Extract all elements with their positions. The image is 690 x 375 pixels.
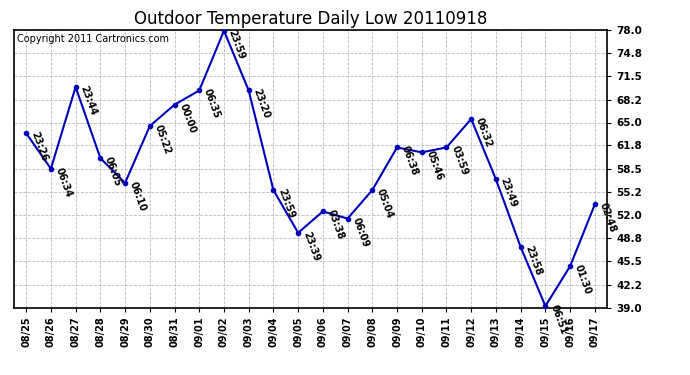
Text: 23:39: 23:39 [301, 230, 321, 262]
Text: 06:09: 06:09 [351, 216, 371, 248]
Text: 23:49: 23:49 [499, 177, 519, 209]
Text: 06:10: 06:10 [128, 180, 148, 213]
Text: 06:38: 06:38 [400, 145, 420, 177]
Text: 05:46: 05:46 [424, 150, 444, 182]
Text: 03:59: 03:59 [449, 145, 469, 177]
Text: 05:22: 05:22 [152, 123, 172, 156]
Text: 23:20: 23:20 [251, 88, 271, 120]
Text: 23:44: 23:44 [79, 84, 99, 117]
Text: 00:00: 00:00 [177, 102, 197, 135]
Text: 06:05: 06:05 [103, 155, 123, 188]
Text: 03:38: 03:38 [326, 209, 346, 242]
Text: 06:51: 06:51 [548, 303, 568, 336]
Text: 06:35: 06:35 [202, 88, 222, 120]
Text: 23:59: 23:59 [227, 28, 247, 60]
Text: 23:59: 23:59 [276, 188, 296, 220]
Text: 05:04: 05:04 [375, 188, 395, 220]
Text: Copyright 2011 Cartronics.com: Copyright 2011 Cartronics.com [17, 34, 169, 44]
Text: 23:58: 23:58 [524, 244, 544, 277]
Text: 06:32: 06:32 [474, 116, 494, 149]
Text: 23:26: 23:26 [29, 130, 49, 163]
Text: 06:34: 06:34 [54, 166, 74, 198]
Title: Outdoor Temperature Daily Low 20110918: Outdoor Temperature Daily Low 20110918 [134, 10, 487, 28]
Text: 01:30: 01:30 [573, 264, 593, 296]
Text: 02:48: 02:48 [598, 201, 618, 234]
